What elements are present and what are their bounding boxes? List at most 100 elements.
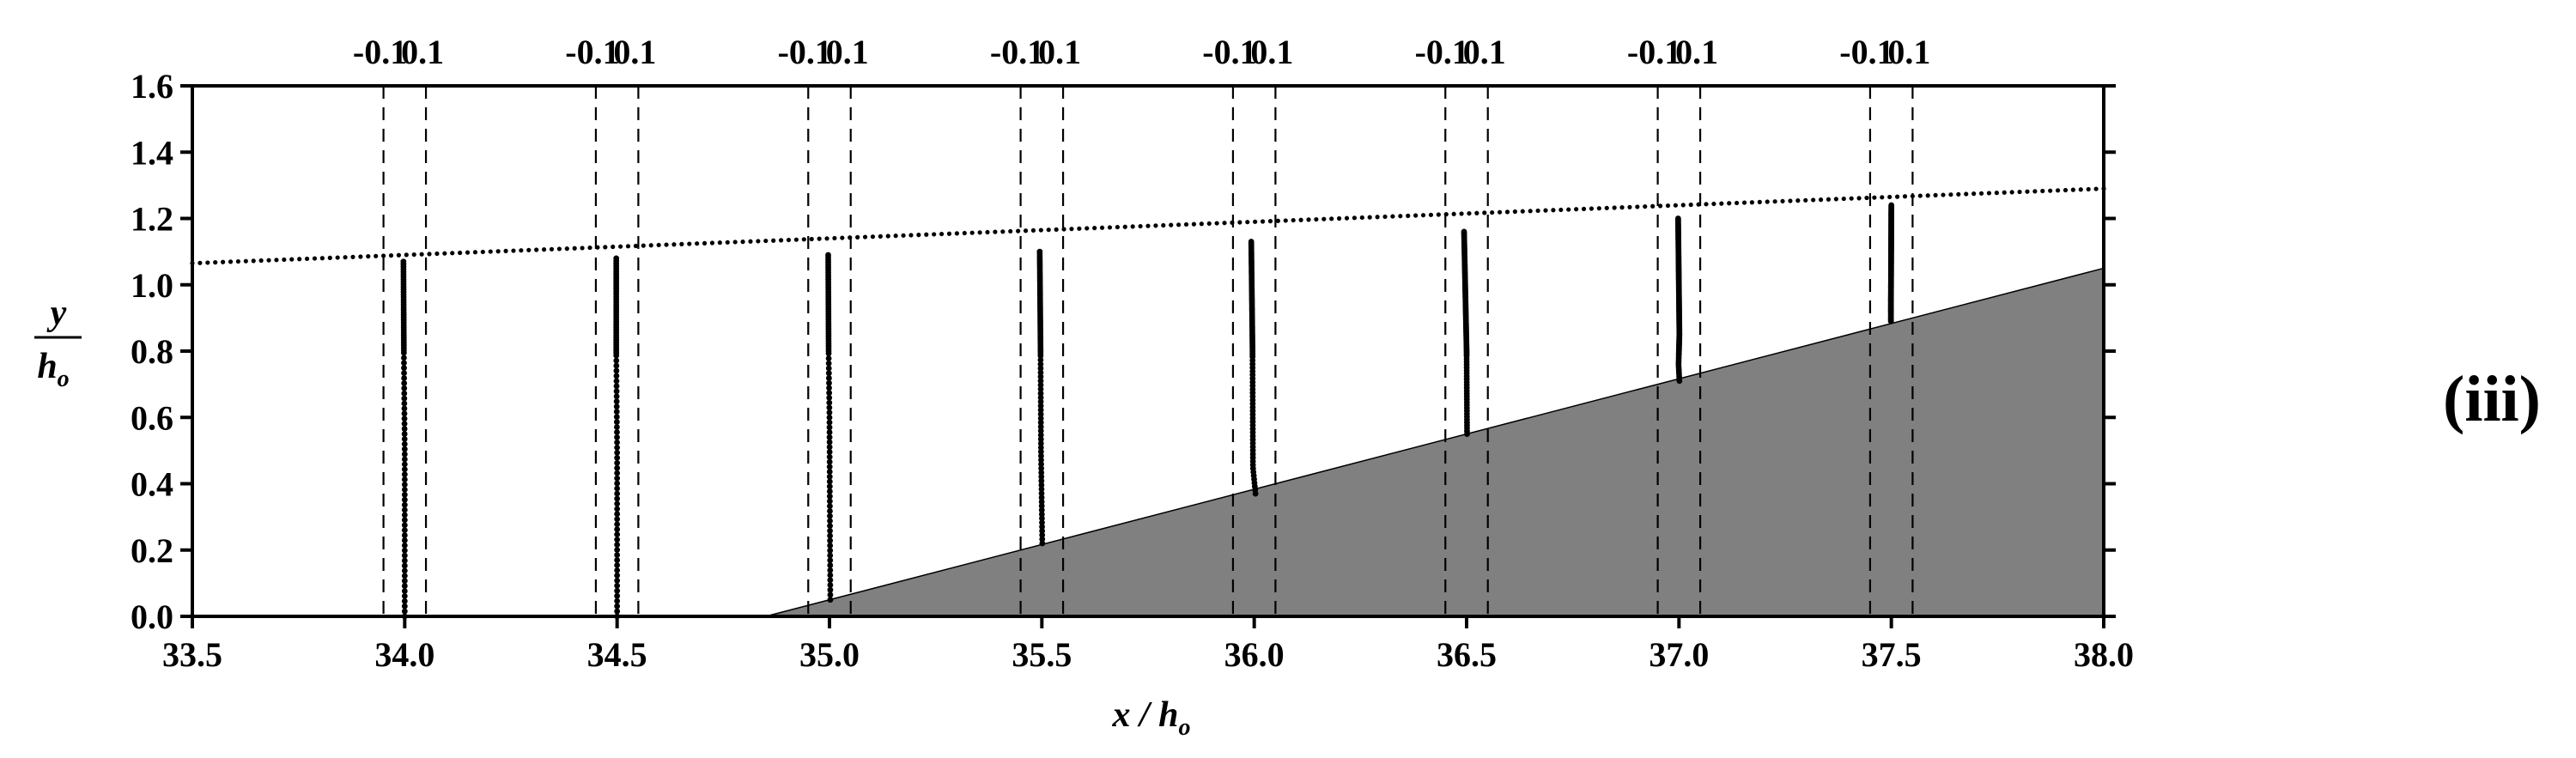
- free-surface-dot: [1199, 221, 1204, 227]
- profile-point: [401, 451, 408, 458]
- free-surface-dot: [1046, 227, 1051, 233]
- profile-point: [827, 503, 833, 510]
- free-surface-dot: [1894, 194, 1900, 199]
- profile-point: [827, 543, 834, 549]
- profile-point: [825, 360, 832, 367]
- profile-point: [401, 365, 407, 372]
- free-surface-dot: [2055, 188, 2061, 193]
- top-label-plus-1: 0.1: [613, 33, 656, 71]
- free-surface-dot: [1589, 206, 1595, 211]
- free-surface-dot: [427, 252, 432, 257]
- free-surface-dot: [1161, 222, 1166, 228]
- free-surface-dot: [366, 254, 371, 259]
- profile-point: [614, 485, 621, 492]
- profile-point: [613, 367, 620, 374]
- profile-point: [1038, 506, 1045, 513]
- free-surface-dot: [2032, 189, 2038, 194]
- profile-point: [1038, 499, 1045, 505]
- profile-point: [826, 453, 833, 460]
- free-surface-dot: [1306, 217, 1311, 222]
- profile-point: [614, 454, 621, 461]
- profile-point: [401, 517, 408, 524]
- x-tick-label: 34.0: [374, 635, 434, 674]
- profile-point: [1039, 528, 1046, 534]
- free-surface-dot: [519, 248, 524, 253]
- y-axis-label-numerator: y: [46, 294, 67, 333]
- profile-point: [826, 419, 833, 426]
- profile-point: [401, 597, 408, 604]
- free-surface-dot: [1902, 194, 1908, 199]
- free-surface-dot: [511, 248, 516, 253]
- profile-point: [401, 542, 408, 549]
- free-surface-dot: [924, 232, 929, 237]
- free-surface-dot: [801, 237, 806, 242]
- free-surface-dot: [381, 253, 386, 258]
- profile-point: [1037, 403, 1044, 409]
- free-surface-dot: [1735, 200, 1740, 206]
- free-surface-dot: [1398, 214, 1403, 219]
- bed-polygon: [765, 267, 2105, 617]
- free-surface-dot: [297, 257, 302, 262]
- profile-point: [614, 495, 621, 502]
- free-surface-dot: [1711, 201, 1716, 207]
- free-surface-dot: [1145, 223, 1151, 228]
- profile-point: [827, 597, 834, 603]
- free-surface-dot: [977, 230, 982, 235]
- free-surface-dot: [1925, 193, 1930, 198]
- profile-point: [614, 500, 621, 507]
- profile-point: [614, 464, 621, 471]
- free-surface-dot: [1406, 213, 1411, 218]
- free-surface-dot: [1887, 194, 1893, 200]
- x-tick-label: 33.5: [162, 635, 222, 674]
- profile-point: [614, 434, 620, 440]
- free-surface-dot: [1428, 212, 1434, 217]
- profile-point: [613, 409, 620, 415]
- free-surface-dot: [1337, 215, 1342, 221]
- free-surface-dot: [901, 233, 906, 238]
- profile-point: [826, 424, 833, 431]
- free-surface-dot: [1818, 197, 1824, 203]
- profile-point: [1037, 373, 1044, 380]
- free-surface-dot: [878, 233, 883, 239]
- free-surface-dot: [2070, 187, 2075, 192]
- free-surface-dot: [388, 253, 394, 258]
- profile-point: [401, 522, 408, 529]
- free-surface-dot: [564, 246, 569, 252]
- profile-point: [401, 512, 408, 518]
- free-surface-dot: [335, 255, 340, 260]
- x-tick-label: 36.5: [1437, 635, 1497, 674]
- free-surface-dot: [1780, 198, 1785, 203]
- free-surface-dot: [1956, 191, 1961, 197]
- free-surface-dot: [1512, 209, 1517, 215]
- profile-point: [1037, 369, 1044, 376]
- profile-point: [614, 582, 621, 589]
- profile-point: [613, 362, 620, 369]
- free-surface-dot: [1314, 216, 1319, 222]
- free-surface-dot: [1038, 227, 1043, 233]
- velocity-profile-36: [1248, 239, 1259, 497]
- free-surface-dot: [580, 246, 585, 251]
- free-surface-dot: [374, 253, 379, 258]
- free-surface-dot: [289, 257, 295, 262]
- profile-point: [827, 586, 834, 593]
- free-surface-dot: [618, 244, 623, 249]
- top-label-minus-2: -0.1: [778, 33, 832, 71]
- free-surface-dot: [1551, 208, 1556, 213]
- reference-lines: [382, 86, 1914, 616]
- free-surface-dot: [1803, 197, 1808, 203]
- profile-point: [614, 521, 621, 528]
- free-surface-dot: [1604, 205, 1609, 210]
- free-surface-dot: [1504, 209, 1510, 215]
- free-surface-dot: [1558, 207, 1564, 213]
- free-surface-line: [190, 186, 2106, 266]
- profile-point: [613, 419, 620, 425]
- free-surface-dot: [1069, 227, 1074, 232]
- free-surface-dot: [641, 243, 646, 248]
- free-surface-dot: [1436, 212, 1441, 217]
- profile-point: [401, 375, 408, 381]
- profile-point: [826, 488, 833, 494]
- profile-point: [827, 552, 834, 559]
- free-surface-dot: [1191, 221, 1197, 227]
- profile-point: [1037, 444, 1044, 451]
